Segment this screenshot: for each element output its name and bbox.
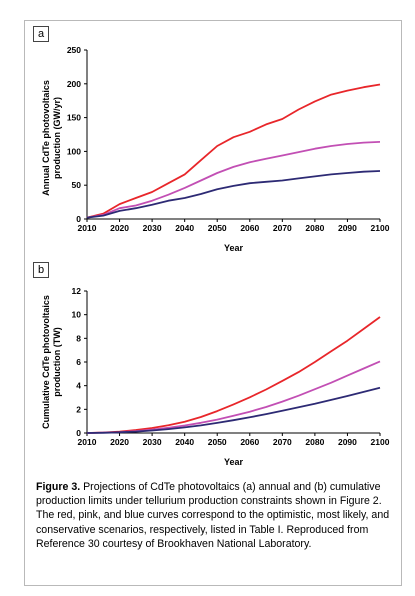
- series-line-0: [86, 316, 381, 434]
- x-tick-label: 2080: [305, 437, 324, 447]
- y-axis-label-line: Cumulative CdTe photovoltaics: [41, 295, 51, 429]
- x-tick-label: 2100: [371, 437, 390, 447]
- y-tick-label: 0: [76, 214, 81, 224]
- y-axis-label-line: Annual CdTe photovoltaics: [41, 80, 51, 196]
- x-axis-label: Year: [224, 457, 244, 467]
- x-tick-label: 2070: [273, 437, 292, 447]
- y-tick-label: 250: [67, 45, 81, 55]
- y-tick-label: 6: [76, 357, 81, 367]
- cumulative-production-chart: 0 2 4 6 8 10 12 2010 2020 2030 2040 2050 2060 2070 208…: [41, 286, 390, 467]
- y-axis-label: Cumulative CdTe photovoltaics production …: [41, 295, 62, 429]
- y-tick-label: 150: [67, 113, 81, 123]
- y-tick-label: 100: [67, 146, 81, 156]
- x-axis-label: Year: [224, 243, 244, 253]
- series-line-1: [86, 141, 381, 219]
- x-tick-label: 2080: [305, 223, 324, 233]
- x-tick-label: 2090: [338, 437, 357, 447]
- y-tick-label: 200: [67, 79, 81, 89]
- x-tick-label: 2050: [208, 223, 227, 233]
- series-line-0: [86, 83, 381, 219]
- x-tick-label: 2060: [240, 223, 259, 233]
- y-tick-label: 12: [72, 286, 82, 296]
- series-line-1: [86, 360, 381, 434]
- figure-caption: Figure 3. Projections of CdTe photovolta…: [36, 480, 396, 551]
- y-tick-label: 0: [76, 428, 81, 438]
- y-axis-label-line: production (GW/yr): [52, 97, 62, 179]
- y-tick-label: 10: [72, 310, 82, 320]
- y-tick-label: 4: [76, 381, 81, 391]
- panel-label-b: b: [33, 262, 49, 278]
- y-tick-label: 2: [76, 404, 81, 414]
- annual-production-chart: 0 50 100 150 200 250 2010 2020 2030 2040 2050 2060 2…: [41, 45, 390, 253]
- caption-label: Figure 3.: [36, 481, 81, 493]
- x-tick-label: 2040: [175, 223, 194, 233]
- x-tick-label: 2060: [240, 437, 259, 447]
- panel-label-a: a: [33, 26, 49, 42]
- x-tick-label: 2030: [143, 437, 162, 447]
- x-tick-label: 2020: [110, 437, 129, 447]
- y-axis-label-line: production (TW): [52, 327, 62, 396]
- x-tick-label: 2020: [110, 223, 129, 233]
- x-tick-label: 2090: [338, 223, 357, 233]
- caption-text: Projections of CdTe photovoltaics (a) an…: [36, 481, 390, 550]
- x-tick-label: 2100: [371, 223, 390, 233]
- y-tick-label: 8: [76, 333, 81, 343]
- x-tick-label: 2040: [175, 437, 194, 447]
- series-line-2: [86, 386, 381, 434]
- series-line-2: [86, 170, 381, 219]
- figure-frame: [24, 20, 402, 586]
- x-tick-label: 2050: [208, 437, 227, 447]
- y-axis-label: Annual CdTe photovoltaics production (GW/…: [41, 80, 62, 196]
- x-tick-label: 2010: [78, 437, 97, 447]
- y-tick-label: 50: [72, 180, 82, 190]
- x-tick-label: 2030: [143, 223, 162, 233]
- x-tick-label: 2010: [78, 223, 97, 233]
- x-tick-label: 2070: [273, 223, 292, 233]
